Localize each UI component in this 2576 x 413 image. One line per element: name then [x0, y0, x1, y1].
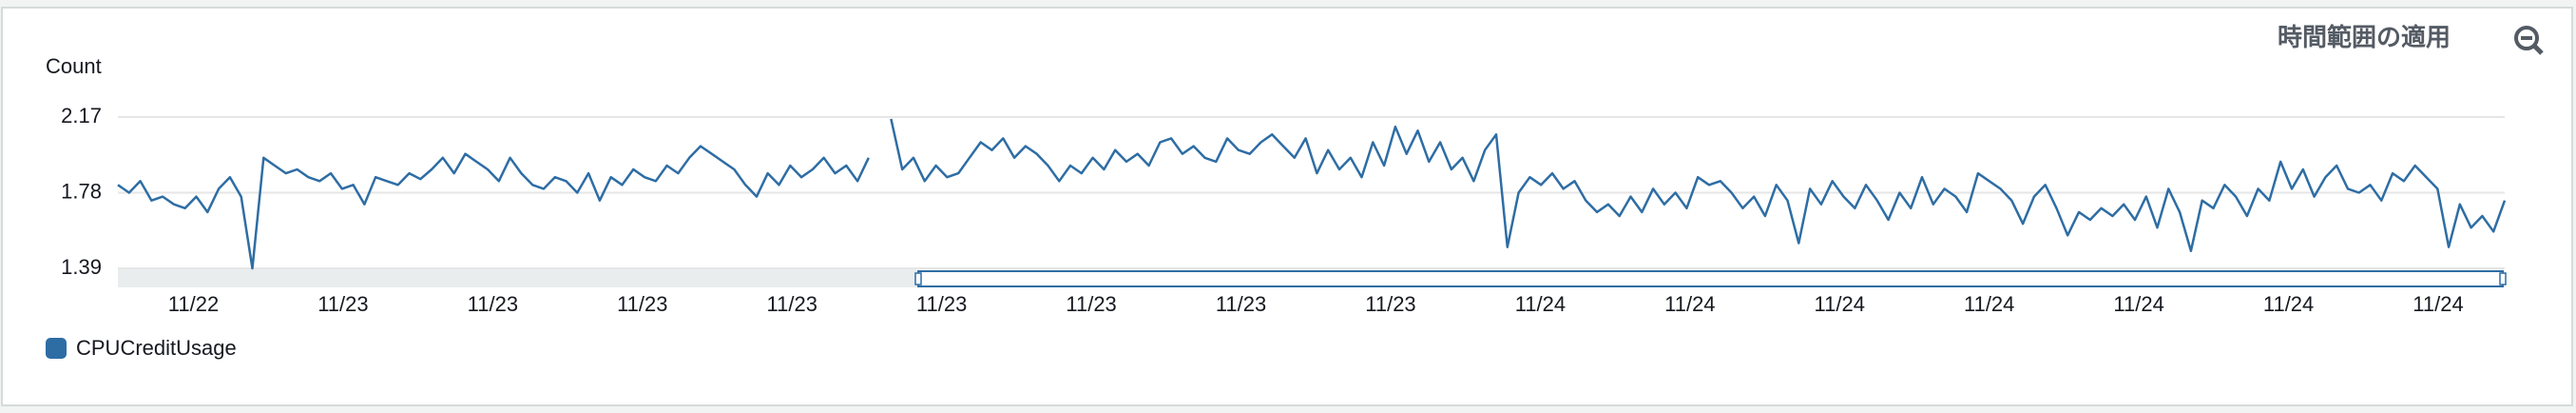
range-handle[interactable]: [2499, 272, 2507, 285]
x-tick-label: 11/23: [1066, 292, 1116, 316]
range-selector-track[interactable]: [118, 269, 916, 287]
y-axis-label: Count: [46, 54, 102, 78]
x-tick-label: 11/23: [916, 292, 967, 316]
range-handle[interactable]: [914, 272, 922, 285]
data-line: [117, 118, 2507, 270]
x-tick-label: 11/23: [468, 292, 518, 316]
card: [1, 7, 2573, 406]
y-tick-label: 1.78: [61, 179, 102, 203]
x-tick-label: 11/22: [168, 292, 219, 316]
x-tick-label: 11/23: [317, 292, 368, 316]
x-tick-label: 11/24: [1664, 292, 1715, 316]
x-tick-label: 11/23: [617, 292, 667, 316]
x-tick-label: 11/24: [1515, 292, 1566, 316]
apply-time-range-button[interactable]: 時間範囲の適用: [2278, 23, 2451, 51]
zoom-out-icon[interactable]: [2514, 26, 2544, 55]
x-tick-label: 11/23: [1216, 292, 1266, 316]
y-tick-label: 2.17: [61, 104, 102, 128]
x-tick-label: 11/24: [2413, 292, 2463, 316]
x-tick-label: 11/24: [2263, 292, 2314, 316]
legend-swatch: [46, 338, 67, 359]
x-tick-label: 11/24: [1815, 292, 1865, 316]
x-tick-label: 11/24: [2113, 292, 2163, 316]
legend-label[interactable]: CPUCreditUsage: [76, 336, 237, 360]
y-tick-label: 1.39: [61, 255, 102, 279]
x-tick-label: 11/23: [767, 292, 817, 316]
x-tick-label: 11/23: [1365, 292, 1415, 316]
x-tick-label: 11/24: [1964, 292, 2014, 316]
